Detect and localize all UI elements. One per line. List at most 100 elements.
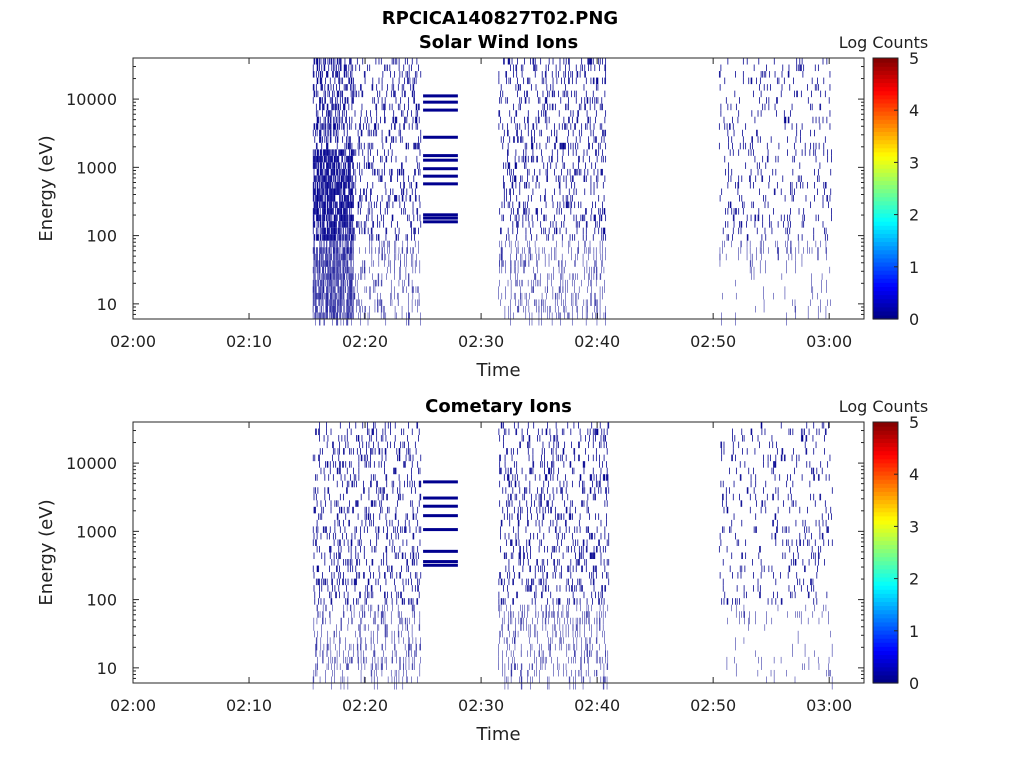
count-cell [313,71,315,78]
count-cell [370,474,372,481]
count-cell [325,195,326,202]
count-cell [524,97,526,104]
count-cell [529,565,531,573]
count-cell [330,227,332,235]
count-cell [545,474,547,481]
count-cell [582,214,583,222]
count-cell [824,90,826,98]
count-cell [374,448,376,455]
count-cell [503,181,504,189]
count-cell [376,532,378,540]
count-cell [780,214,782,222]
count-cell [395,195,397,202]
count-cell [320,500,322,507]
count-cell [397,168,398,176]
count-cell [831,149,832,156]
count-cell [325,155,327,163]
count-cell [561,487,563,494]
count-cell [313,123,315,130]
count-cell [339,175,340,182]
count-cell [567,201,569,209]
count-cell [351,149,353,156]
count-cell [325,149,327,156]
count-cell [323,90,325,98]
count-cell [552,234,554,241]
count-cell [411,234,412,241]
count-cell [780,188,782,196]
count-cell [417,162,419,169]
count-cell [417,214,419,222]
count-cell [352,506,354,514]
count-cell [577,221,579,228]
count-cell [317,175,319,182]
count-cell [508,559,510,566]
count-cell [524,181,525,189]
count-cell [353,162,354,169]
count-cell [362,58,364,65]
count-cell [346,175,348,182]
count-cell [402,168,404,176]
count-cell [567,598,569,605]
count-cell [354,181,356,189]
count-cell [315,493,317,501]
count-cell [565,519,567,527]
count-cell [407,77,409,85]
count-cell [513,208,514,215]
count-cell [603,208,605,215]
count-cell [516,162,518,169]
count-cell [498,591,500,599]
count-cell [334,123,336,130]
count-cell [389,129,391,137]
count-cell [348,480,350,488]
count-cell [517,221,518,228]
count-cell [383,493,385,501]
count-cell [585,71,586,78]
count-cell [394,585,396,592]
count-cell [568,58,569,65]
count-cell [732,142,733,150]
count-cell [363,142,365,150]
count-cell [727,208,729,215]
count-cell [524,487,526,494]
count-cell [503,441,504,449]
count-cell [317,234,319,241]
count-cell [349,227,351,235]
count-cell [357,539,359,546]
count-cell [328,84,330,91]
count-cell [319,448,321,455]
count-cell [800,175,802,182]
count-cell [413,552,415,560]
count-cell [340,208,342,215]
count-cell [810,129,812,137]
count-cell [728,234,730,241]
count-cell [351,84,353,91]
count-cell [332,103,333,111]
count-cell [368,513,370,520]
count-cell [342,195,344,202]
count-cell [370,129,372,137]
count-cell [381,487,383,494]
count-cell [554,188,555,196]
count-cell [401,598,403,605]
count-cell [321,585,323,592]
count-cell [718,123,720,130]
count-cell [531,155,533,163]
count-cell [386,559,388,566]
count-cell [380,500,382,507]
count-cell [350,123,352,130]
count-cell [558,123,560,130]
count-cell [782,64,784,72]
count-cell [745,142,747,150]
count-cell [530,467,531,475]
count-cell [384,110,385,117]
count-cell [329,201,330,209]
count-cell [344,234,346,241]
count-cell [353,149,355,156]
count-cell [544,188,546,196]
count-cell [382,435,384,442]
count-cell [539,129,541,137]
count-cell [785,116,787,124]
count-cell [500,97,502,104]
count-cell [510,467,512,475]
